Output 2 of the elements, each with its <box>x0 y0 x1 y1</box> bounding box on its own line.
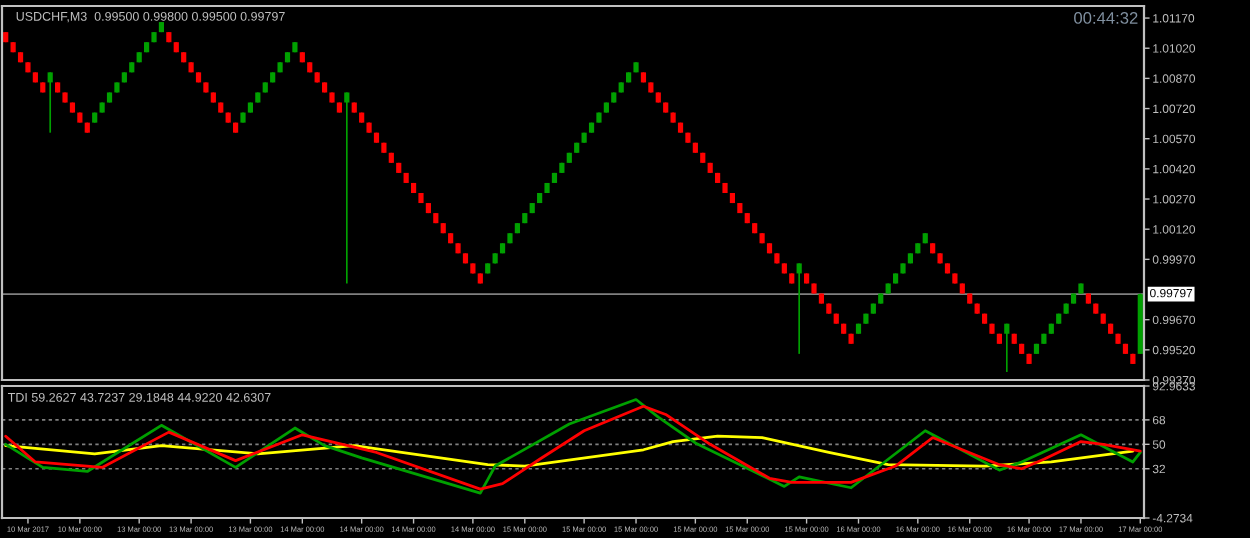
line-series <box>4 434 1135 468</box>
annotation: 00:44:32 <box>1074 12 1138 24</box>
